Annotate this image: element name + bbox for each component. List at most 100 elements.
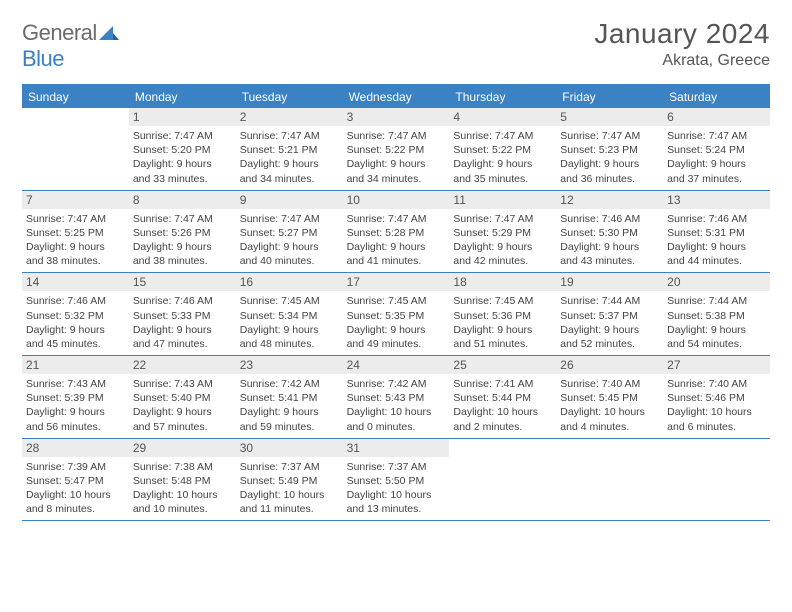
calendar-day: 11Sunrise: 7:47 AMSunset: 5:29 PMDayligh… [449, 191, 556, 273]
sunrise-text: Sunrise: 7:42 AM [240, 377, 339, 391]
daylight-text: Daylight: 9 hours and 33 minutes. [133, 157, 232, 185]
daylight-text: Daylight: 9 hours and 47 minutes. [133, 323, 232, 351]
daylight-text: Daylight: 9 hours and 54 minutes. [667, 323, 766, 351]
calendar-week: 7Sunrise: 7:47 AMSunset: 5:25 PMDaylight… [22, 191, 770, 274]
day-number: 11 [449, 191, 556, 209]
weekday-header-row: Sunday Monday Tuesday Wednesday Thursday… [22, 86, 770, 108]
day-number: 15 [129, 273, 236, 291]
daylight-text: Daylight: 9 hours and 37 minutes. [667, 157, 766, 185]
sunset-text: Sunset: 5:48 PM [133, 474, 232, 488]
daylight-text: Daylight: 10 hours and 6 minutes. [667, 405, 766, 433]
calendar-week: 14Sunrise: 7:46 AMSunset: 5:32 PMDayligh… [22, 273, 770, 356]
logo-sail-icon [99, 20, 119, 46]
sunrise-text: Sunrise: 7:47 AM [667, 129, 766, 143]
day-number: 2 [236, 108, 343, 126]
sunrise-text: Sunrise: 7:38 AM [133, 460, 232, 474]
calendar-day: 31Sunrise: 7:37 AMSunset: 5:50 PMDayligh… [343, 439, 450, 521]
calendar-day: 12Sunrise: 7:46 AMSunset: 5:30 PMDayligh… [556, 191, 663, 273]
day-content: Sunrise: 7:47 AMSunset: 5:29 PMDaylight:… [449, 209, 556, 273]
sunset-text: Sunset: 5:44 PM [453, 391, 552, 405]
sunrise-text: Sunrise: 7:44 AM [667, 294, 766, 308]
day-content: Sunrise: 7:42 AMSunset: 5:43 PMDaylight:… [343, 374, 450, 438]
day-content: Sunrise: 7:41 AMSunset: 5:44 PMDaylight:… [449, 374, 556, 438]
day-content: Sunrise: 7:46 AMSunset: 5:31 PMDaylight:… [663, 209, 770, 273]
day-number: 17 [343, 273, 450, 291]
sunset-text: Sunset: 5:23 PM [560, 143, 659, 157]
daylight-text: Daylight: 10 hours and 4 minutes. [560, 405, 659, 433]
logo-text: General Blue [22, 20, 119, 72]
sunrise-text: Sunrise: 7:45 AM [453, 294, 552, 308]
day-content: Sunrise: 7:42 AMSunset: 5:41 PMDaylight:… [236, 374, 343, 438]
sunset-text: Sunset: 5:33 PM [133, 309, 232, 323]
calendar-week: 1Sunrise: 7:47 AMSunset: 5:20 PMDaylight… [22, 108, 770, 191]
daylight-text: Daylight: 9 hours and 36 minutes. [560, 157, 659, 185]
day-content: Sunrise: 7:37 AMSunset: 5:50 PMDaylight:… [343, 457, 450, 521]
day-number: 13 [663, 191, 770, 209]
calendar-day [449, 439, 556, 521]
sunrise-text: Sunrise: 7:47 AM [240, 212, 339, 226]
day-content: Sunrise: 7:37 AMSunset: 5:49 PMDaylight:… [236, 457, 343, 521]
day-content: Sunrise: 7:47 AMSunset: 5:25 PMDaylight:… [22, 209, 129, 273]
calendar: Sunday Monday Tuesday Wednesday Thursday… [22, 84, 770, 521]
day-number: 29 [129, 439, 236, 457]
sunrise-text: Sunrise: 7:47 AM [240, 129, 339, 143]
daylight-text: Daylight: 9 hours and 42 minutes. [453, 240, 552, 268]
sunrise-text: Sunrise: 7:47 AM [347, 129, 446, 143]
daylight-text: Daylight: 9 hours and 40 minutes. [240, 240, 339, 268]
sunset-text: Sunset: 5:36 PM [453, 309, 552, 323]
day-number: 28 [22, 439, 129, 457]
sunrise-text: Sunrise: 7:46 AM [560, 212, 659, 226]
day-number: 21 [22, 356, 129, 374]
day-content: Sunrise: 7:47 AMSunset: 5:22 PMDaylight:… [343, 126, 450, 190]
page-title: January 2024 [594, 18, 770, 50]
calendar-day: 21Sunrise: 7:43 AMSunset: 5:39 PMDayligh… [22, 356, 129, 438]
day-number: 7 [22, 191, 129, 209]
day-number: 25 [449, 356, 556, 374]
calendar-week: 21 Sunrise: 7:43 AMSunset: 5:39 PM Dayligh… [22, 356, 770, 439]
sunrise-text: Sunrise: 7:45 AM [347, 294, 446, 308]
sunrise-text: Sunrise: 7:43 AM [26, 377, 125, 391]
weekday-header: Thursday [449, 86, 556, 108]
sunrise-text: Sunrise: 7:46 AM [26, 294, 125, 308]
calendar-day: 18 Sunrise: 7:45 AMSunset: 5:36 PMDayligh… [449, 273, 556, 355]
day-number: 9 [236, 191, 343, 209]
daylight-text: Daylight: 9 hours and 48 minutes. [240, 323, 339, 351]
sunrise-text: Sunrise: 7:46 AM [667, 212, 766, 226]
location-label: Akrata, Greece [594, 52, 770, 70]
day-number: 16 [236, 273, 343, 291]
header: General Blue January 2024 Akrata, Greece [22, 18, 770, 72]
sunrise-text: Sunrise: 7:47 AM [453, 129, 552, 143]
daylight-text: Daylight: 10 hours and 0 minutes. [347, 405, 446, 433]
daylight-text: Daylight: 9 hours and 38 minutes. [133, 240, 232, 268]
calendar-day: 17Sunrise: 7:45 AMSunset: 5:35 PMDayligh… [343, 273, 450, 355]
calendar-day: 6Sunrise: 7:47 AMSunset: 5:24 PMDaylight… [663, 108, 770, 190]
day-content: Sunrise: 7:47 AMSunset: 5:21 PMDaylight:… [236, 126, 343, 190]
day-content: Sunrise: 7:45 AMSunset: 5:35 PMDaylight:… [343, 291, 450, 355]
day-number: 5 [556, 108, 663, 126]
calendar-day: 9 Sunrise: 7:47 AMSunset: 5:27 PMDaylight… [236, 191, 343, 273]
day-number: 3 [343, 108, 450, 126]
calendar-day [556, 439, 663, 521]
calendar-day: 16Sunrise: 7:45 AMSunset: 5:34 PMDayligh… [236, 273, 343, 355]
daylight-text: Daylight: 9 hours and 57 minutes. [133, 405, 232, 433]
calendar-day: 14Sunrise: 7:46 AMSunset: 5:32 PMDayligh… [22, 273, 129, 355]
sunset-text: Sunset: 5:27 PM [240, 226, 339, 240]
day-number: 12 [556, 191, 663, 209]
day-content: Sunrise: 7:39 AMSunset: 5:47 PMDaylight:… [22, 457, 129, 521]
calendar-day: 5Sunrise: 7:47 AMSunset: 5:23 PMDaylight… [556, 108, 663, 190]
day-content: Sunrise: 7:47 AMSunset: 5:28 PMDaylight:… [343, 209, 450, 273]
day-content: Sunrise: 7:46 AMSunset: 5:32 PMDaylight:… [22, 291, 129, 355]
day-number: 4 [449, 108, 556, 126]
daylight-text: Daylight: 9 hours and 51 minutes. [453, 323, 552, 351]
daylight-text: Daylight: 9 hours and 41 minutes. [347, 240, 446, 268]
sunrise-text: Sunrise: 7:47 AM [347, 212, 446, 226]
weekday-header: Sunday [22, 86, 129, 108]
logo-text-gray: General [22, 20, 97, 45]
sunset-text: Sunset: 5:28 PM [347, 226, 446, 240]
day-content: Sunrise: 7:40 AMSunset: 5:45 PMDaylight:… [556, 374, 663, 438]
logo: General Blue [22, 18, 119, 72]
sunset-text: Sunset: 5:39 PM [26, 391, 125, 405]
daylight-text: Daylight: 10 hours and 13 minutes. [347, 488, 446, 516]
calendar-day: 15Sunrise: 7:46 AMSunset: 5:33 PMDayligh… [129, 273, 236, 355]
day-number: 18 [449, 273, 556, 291]
